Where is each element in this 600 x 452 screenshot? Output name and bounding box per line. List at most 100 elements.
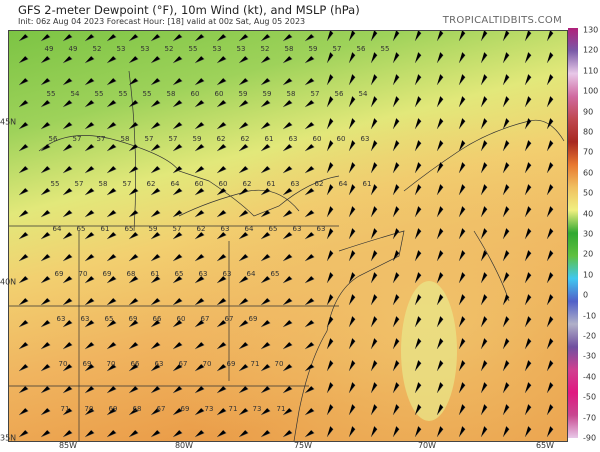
wind-barb bbox=[194, 99, 205, 108]
wind-barb bbox=[106, 231, 117, 240]
wind-barb bbox=[260, 429, 271, 438]
colorbar-label: -50 bbox=[583, 392, 597, 402]
dewpoint-value: 69 bbox=[82, 360, 92, 368]
wind-barb bbox=[436, 382, 444, 394]
wind-barb bbox=[326, 96, 334, 108]
wind-barb bbox=[546, 250, 554, 262]
colorbar-label: 110 bbox=[583, 66, 599, 76]
wind-barb bbox=[40, 275, 51, 284]
wind-barb bbox=[238, 143, 249, 152]
wind-barb bbox=[172, 319, 183, 328]
wind-barb bbox=[370, 206, 378, 218]
wind-barb bbox=[260, 99, 271, 108]
wind-barb bbox=[348, 31, 356, 42]
wind-barb bbox=[304, 33, 315, 42]
dewpoint-value: 55 bbox=[94, 90, 104, 98]
wind-barb bbox=[84, 33, 95, 42]
dewpoint-value: 63 bbox=[154, 360, 164, 368]
wind-barb bbox=[436, 426, 444, 438]
map-subtitle: Init: 06z Aug 04 2023 Forecast Hour: [18… bbox=[18, 17, 306, 26]
dewpoint-value: 56 bbox=[334, 90, 344, 98]
wind-barb bbox=[414, 206, 422, 218]
wind-barb bbox=[414, 404, 422, 416]
wind-barb bbox=[524, 140, 532, 152]
wind-barb bbox=[40, 429, 51, 438]
dewpoint-value: 62 bbox=[196, 225, 206, 233]
wind-barb bbox=[392, 294, 400, 306]
wind-barb bbox=[524, 426, 532, 438]
dewpoint-value: 65 bbox=[76, 225, 86, 233]
wind-barb bbox=[128, 385, 139, 394]
dewpoint-value: 55 bbox=[50, 180, 60, 188]
wind-barb bbox=[84, 407, 95, 416]
colorbar-label: 30 bbox=[583, 229, 594, 239]
wind-barb bbox=[18, 187, 29, 196]
wind-barb bbox=[172, 297, 183, 306]
wind-barb bbox=[370, 272, 378, 284]
wind-barb bbox=[546, 52, 554, 64]
wind-barb bbox=[414, 228, 422, 240]
wind-barb bbox=[546, 118, 554, 130]
dewpoint-value: 66 bbox=[130, 360, 140, 368]
wind-barb bbox=[260, 77, 271, 86]
wind-barb bbox=[150, 429, 161, 438]
wind-barb bbox=[260, 407, 271, 416]
brand-logo[interactable]: TROPICALTIDBITS.COM bbox=[442, 15, 562, 26]
wind-barb bbox=[282, 319, 293, 328]
wind-barb bbox=[40, 319, 51, 328]
wind-barb bbox=[392, 96, 400, 108]
wind-barb bbox=[326, 162, 334, 174]
wind-barb bbox=[370, 250, 378, 262]
wind-barb bbox=[524, 74, 532, 86]
wind-barb bbox=[414, 250, 422, 262]
wind-barb bbox=[106, 209, 117, 218]
wind-barb bbox=[326, 404, 334, 416]
wind-barb bbox=[128, 253, 139, 262]
wind-barb bbox=[502, 74, 510, 86]
wind-barb bbox=[524, 316, 532, 328]
wind-barb bbox=[480, 338, 488, 350]
wind-barb bbox=[370, 74, 378, 86]
wind-barb bbox=[84, 165, 95, 174]
wind-barb bbox=[282, 407, 293, 416]
wind-barb bbox=[150, 99, 161, 108]
wind-barb bbox=[304, 297, 315, 306]
wind-barb bbox=[128, 209, 139, 218]
wind-barb bbox=[414, 338, 422, 350]
wind-barb bbox=[524, 404, 532, 416]
wind-barb bbox=[216, 319, 227, 328]
wind-barb bbox=[546, 360, 554, 372]
wind-barb bbox=[326, 250, 334, 262]
dewpoint-value: 61 bbox=[362, 180, 372, 188]
colorbar-label: 70 bbox=[583, 147, 594, 157]
wind-barb bbox=[480, 31, 488, 42]
wind-barb bbox=[106, 99, 117, 108]
wind-barb bbox=[414, 360, 422, 372]
dewpoint-value: 54 bbox=[358, 90, 368, 98]
wind-barb bbox=[282, 275, 293, 284]
wind-barb bbox=[172, 121, 183, 130]
wind-barb bbox=[458, 404, 466, 416]
dewpoint-value: 70 bbox=[78, 270, 88, 278]
wind-barb bbox=[18, 275, 29, 284]
wind-barb bbox=[524, 52, 532, 64]
dewpoint-value: 57 bbox=[72, 135, 82, 143]
wind-barb bbox=[480, 96, 488, 108]
wind-barb bbox=[348, 272, 356, 284]
wind-barb bbox=[458, 206, 466, 218]
wind-barb bbox=[480, 404, 488, 416]
wind-barb bbox=[458, 140, 466, 152]
wind-barb bbox=[348, 52, 356, 64]
wind-barb bbox=[172, 33, 183, 42]
wind-barb bbox=[436, 250, 444, 262]
wind-barb bbox=[392, 162, 400, 174]
wind-barb bbox=[524, 162, 532, 174]
wind-barb bbox=[282, 33, 293, 42]
wind-barb bbox=[238, 363, 249, 372]
wind-barb bbox=[392, 228, 400, 240]
wind-barb bbox=[458, 31, 466, 42]
colorbar-label: -40 bbox=[583, 372, 597, 382]
colorbar-label: -70 bbox=[583, 413, 597, 423]
wind-barb bbox=[502, 316, 510, 328]
dewpoint-value: 62 bbox=[242, 180, 252, 188]
